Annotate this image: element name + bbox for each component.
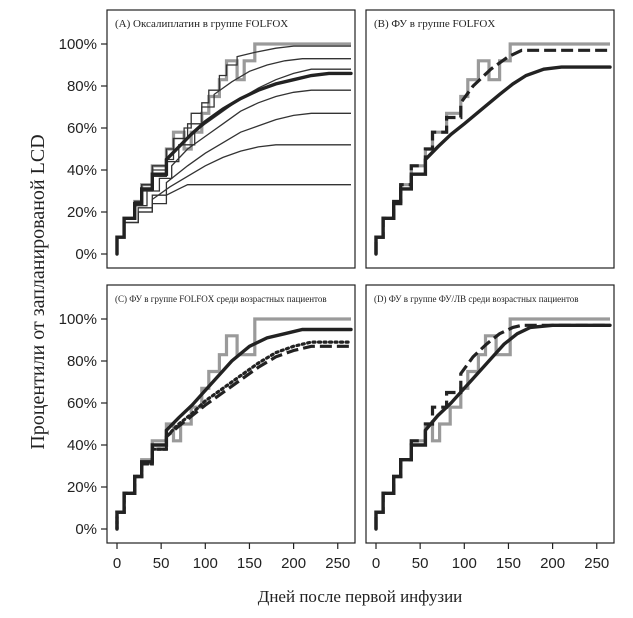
x-tick-label: 100 — [452, 555, 477, 572]
x-tick-label: 50 — [153, 555, 170, 572]
y-tick-label: 80% — [67, 78, 97, 95]
y-tick-label: 20% — [67, 479, 97, 496]
y-tick-label: 80% — [67, 353, 97, 370]
x-tick-label: 0 — [113, 555, 121, 572]
series-line-average — [374, 323, 612, 531]
y-tick-label: 40% — [67, 437, 97, 454]
panel-title: (D) ФУ в группе ФУ/ЛВ среди возрастных п… — [374, 294, 579, 304]
y-tick-label: 60% — [67, 120, 97, 137]
x-tick-label: 250 — [325, 555, 350, 572]
y-tick-label: 100% — [59, 36, 97, 53]
x-tick-label: 50 — [412, 555, 429, 572]
panel-b: (B) ФУ в группе FOLFOX — [365, 9, 615, 269]
x-tick-label: 0 — [372, 555, 380, 572]
series-line-dotted — [115, 340, 353, 531]
x-tick-label: 100 — [193, 555, 218, 572]
series-line-planned — [374, 317, 610, 529]
x-tick-label: 150 — [496, 555, 521, 572]
x-axis-title: Дней после первой инфузии — [258, 587, 463, 606]
panel-title: (B) ФУ в группе FOLFOX — [374, 18, 495, 30]
y-tick-label: 0% — [75, 246, 97, 263]
series-line-average — [115, 71, 353, 256]
series-line-average — [115, 327, 353, 531]
panel-c: (C) ФУ в группе FOLFOX среди возрастных … — [59, 284, 356, 572]
x-tick-label: 250 — [584, 555, 609, 572]
panel-frame — [106, 284, 356, 544]
x-tick-label: 200 — [281, 555, 306, 572]
panel-frame — [106, 9, 356, 269]
panel-d: (D) ФУ в группе ФУ/ЛВ среди возрастных п… — [365, 284, 615, 572]
series-line-actual-thin — [116, 68, 351, 254]
panel-a: (A) Оксалиплатин в группе FOLFOX 0% 20% 40%… — [59, 9, 356, 269]
y-tick-label: 20% — [67, 204, 97, 221]
series-line-planned — [374, 42, 610, 254]
panel-title: (C) ФУ в группе FOLFOX среди возрастных … — [115, 294, 327, 304]
series-line-actual-thin — [116, 144, 351, 254]
x-tick-label: 200 — [540, 555, 565, 572]
panels-group: (A) Оксалиплатин в группе FOLFOX 0% 20% 40%… — [59, 9, 615, 572]
panel-title: (A) Оксалиплатин в группе FOLFOX — [115, 18, 288, 30]
series-line-dashed — [115, 344, 351, 529]
panel-frame — [365, 284, 615, 544]
y-tick-label: 40% — [67, 162, 97, 179]
series-line-actual-thin — [116, 58, 351, 254]
series-line-planned — [115, 317, 351, 529]
x-tick-label: 150 — [237, 555, 262, 572]
y-axis-title: Процентили от запланированой LCD — [27, 134, 49, 449]
y-tick-label: 100% — [59, 311, 97, 328]
y-tick-label: 60% — [67, 395, 97, 412]
series-line-average — [374, 65, 612, 256]
series-line-actual-thin — [116, 45, 351, 254]
panel-frame — [365, 9, 615, 269]
y-tick-label: 0% — [75, 521, 97, 538]
